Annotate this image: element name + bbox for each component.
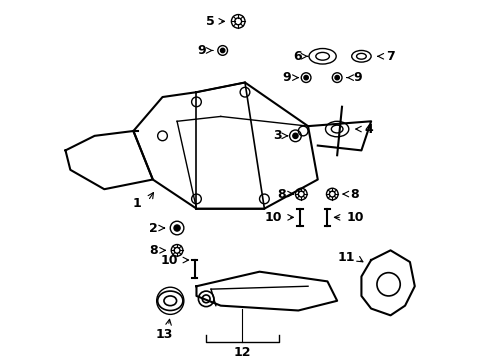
Text: 1: 1	[132, 197, 141, 210]
Circle shape	[174, 225, 180, 231]
Text: 11: 11	[336, 251, 354, 264]
Text: 10: 10	[160, 253, 178, 266]
Text: 12: 12	[233, 346, 250, 359]
Text: 3: 3	[273, 129, 281, 142]
Text: 4: 4	[364, 122, 372, 136]
Text: 2: 2	[149, 221, 157, 234]
Text: 5: 5	[206, 15, 214, 28]
Text: 10: 10	[346, 211, 364, 224]
Text: 10: 10	[264, 211, 281, 224]
Text: 13: 13	[156, 328, 173, 341]
Text: 8: 8	[149, 244, 157, 257]
Text: 9: 9	[353, 71, 362, 84]
Text: 9: 9	[197, 44, 206, 57]
Circle shape	[334, 76, 339, 80]
Circle shape	[304, 76, 307, 80]
Text: 6: 6	[293, 50, 302, 63]
Text: 9: 9	[282, 71, 290, 84]
Circle shape	[292, 133, 298, 139]
Circle shape	[220, 48, 224, 53]
Text: 8: 8	[350, 188, 359, 201]
Text: 8: 8	[277, 188, 285, 201]
Text: 7: 7	[385, 50, 394, 63]
